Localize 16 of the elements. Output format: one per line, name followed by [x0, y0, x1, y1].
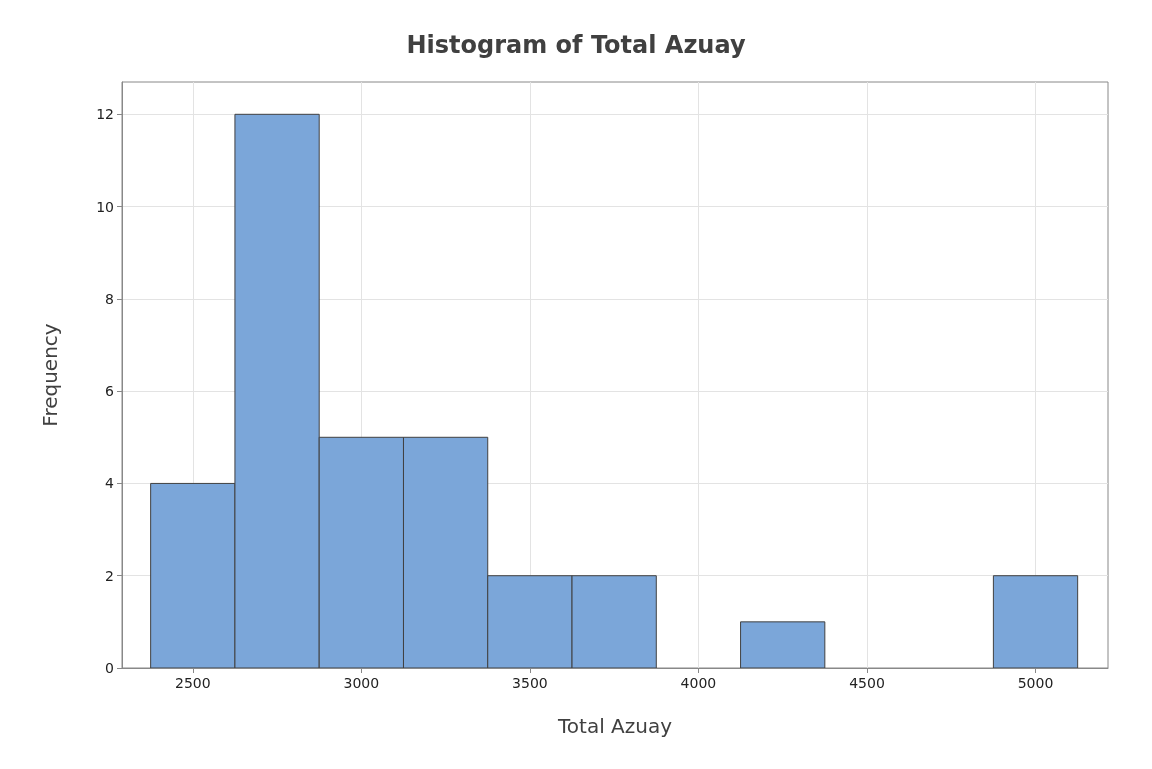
x-axis-title: Total Azuay [556, 714, 673, 738]
x-tick-label: 4000 [680, 675, 717, 691]
y-axis-title: Frequency [38, 323, 62, 427]
x-tick-label: 3000 [343, 675, 380, 691]
y-tick-label: 4 [105, 475, 115, 492]
y-tick-label: 8 [105, 290, 114, 307]
y-tick-label: 12 [96, 106, 114, 123]
x-tick-label: 3500 [512, 675, 548, 691]
x-tick-label: 2500 [174, 675, 211, 691]
x-tick-label: 5000 [1017, 675, 1054, 691]
x-tick-label: 4500 [849, 675, 885, 691]
y-tick-label: 0 [105, 660, 114, 676]
chart-title: Histogram of Total Azuay [406, 31, 746, 59]
y-tick-label: 6 [105, 383, 115, 400]
y-tick-label: 2 [105, 567, 114, 584]
y-tick-label: 10 [96, 198, 114, 215]
